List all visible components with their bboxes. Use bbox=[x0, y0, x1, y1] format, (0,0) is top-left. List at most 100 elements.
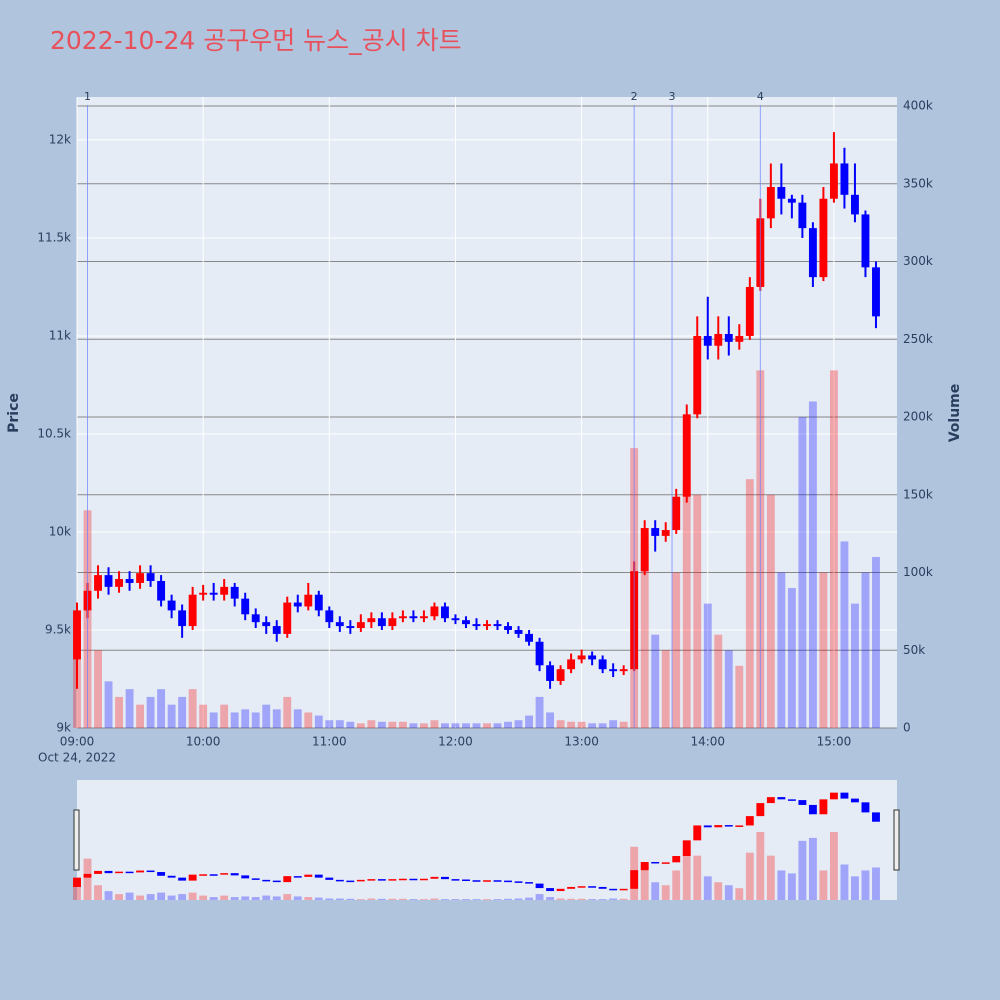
volume-bar bbox=[556, 720, 565, 728]
slider-candle-body bbox=[493, 880, 502, 882]
slider-candle-body bbox=[556, 888, 565, 892]
slider-volume-bar bbox=[556, 898, 565, 900]
volume-bar bbox=[588, 723, 597, 728]
slider-handle[interactable] bbox=[73, 809, 80, 871]
y2-tick-label: 100k bbox=[903, 565, 933, 579]
volume-bar bbox=[535, 696, 544, 728]
slider-candle-body bbox=[535, 883, 544, 889]
slider-volume-bar bbox=[398, 898, 407, 900]
slider-volume-bar bbox=[115, 894, 123, 900]
slider-volume-bar bbox=[777, 870, 786, 900]
candle-body bbox=[314, 594, 323, 611]
slider-candle-body bbox=[829, 792, 838, 800]
slider-candle-body bbox=[735, 825, 744, 827]
candle-body bbox=[724, 333, 733, 342]
candle-body bbox=[588, 655, 597, 660]
slider-volume-bar bbox=[314, 897, 323, 900]
slider-candle-body bbox=[241, 875, 250, 879]
slider-volume-bar bbox=[766, 855, 775, 900]
slider-handle[interactable] bbox=[893, 809, 900, 871]
volume-bar bbox=[766, 494, 775, 728]
candle-body bbox=[598, 659, 607, 670]
slider-volume-bar bbox=[472, 899, 481, 900]
slider-candle-body bbox=[672, 856, 681, 863]
candle-body bbox=[441, 606, 449, 619]
slider-candle-body bbox=[104, 870, 113, 874]
candle-body bbox=[787, 198, 796, 203]
slider-candle-body bbox=[651, 861, 660, 864]
volume-bar bbox=[472, 723, 481, 728]
slider-candle-body bbox=[83, 873, 92, 878]
volume-bar bbox=[314, 715, 323, 728]
candle-body bbox=[241, 598, 250, 615]
slider-volume-bar bbox=[199, 895, 208, 900]
volume-bar bbox=[220, 704, 229, 728]
slider-candle-body bbox=[851, 798, 859, 803]
slider-volume-bar bbox=[462, 899, 470, 900]
volume-bar bbox=[136, 704, 145, 728]
slider-candle-body bbox=[703, 825, 712, 828]
slider-volume-bar bbox=[609, 898, 618, 900]
volume-bar bbox=[356, 723, 365, 728]
volume-bar bbox=[787, 588, 796, 728]
slider-volume-bar bbox=[73, 882, 81, 900]
slider-candle-body bbox=[619, 888, 628, 891]
volume-bar bbox=[504, 721, 512, 728]
y2-tick-label: 200k bbox=[903, 410, 933, 424]
candle-body bbox=[745, 286, 754, 336]
slider-volume-bar bbox=[104, 891, 113, 900]
candle-body bbox=[346, 626, 355, 629]
news-label: 3 bbox=[669, 90, 676, 103]
candle-body bbox=[104, 575, 113, 587]
volume-bar bbox=[262, 704, 271, 728]
slider-volume-bar bbox=[525, 897, 533, 900]
candle-body bbox=[325, 610, 334, 623]
volume-bar bbox=[441, 723, 449, 728]
y2-tick-label: 150k bbox=[903, 487, 933, 501]
candle-body bbox=[157, 580, 166, 601]
volume-bar bbox=[798, 417, 807, 728]
slider-volume-bar bbox=[419, 899, 428, 900]
slider-volume-bar bbox=[304, 897, 313, 900]
slider-volume-bar bbox=[872, 867, 880, 900]
candle-body bbox=[525, 633, 533, 642]
volume-bar bbox=[745, 479, 754, 728]
volume-bar bbox=[483, 723, 491, 728]
y2-tick-label: 300k bbox=[903, 254, 933, 268]
slider-candle-body bbox=[178, 877, 187, 881]
volume-bar bbox=[377, 721, 386, 728]
candle-body bbox=[377, 618, 386, 627]
candle-body bbox=[766, 186, 775, 219]
slider-candle-body bbox=[388, 879, 397, 881]
candle-body bbox=[819, 198, 828, 278]
slider-candle-body bbox=[598, 886, 607, 889]
volume-bar bbox=[609, 720, 618, 728]
slider-volume-bar bbox=[640, 864, 649, 900]
volume-bar bbox=[661, 650, 670, 728]
slider-candle-body bbox=[272, 880, 281, 883]
x-tick-label: 10:00 bbox=[186, 735, 221, 749]
slider-candle-body bbox=[872, 812, 880, 822]
range-slider[interactable] bbox=[77, 780, 897, 900]
slider-volume-bar bbox=[377, 898, 386, 900]
slider-candle-body bbox=[745, 816, 754, 826]
y-tick-label: 10.5k bbox=[37, 426, 71, 440]
candle-body bbox=[283, 602, 292, 634]
slider-candle-body bbox=[567, 886, 576, 889]
volume-bar bbox=[851, 603, 859, 728]
slider-volume-bar bbox=[283, 894, 292, 900]
slider-candle-body bbox=[167, 875, 176, 878]
candle-body bbox=[209, 592, 218, 595]
slider-volume-bar bbox=[619, 898, 628, 900]
news-label: 1 bbox=[84, 90, 91, 103]
slider-candle-body bbox=[356, 879, 365, 882]
candle-body bbox=[262, 622, 271, 627]
slider-candle-body bbox=[808, 804, 817, 815]
candle-body bbox=[472, 624, 481, 627]
slider-volume-bar bbox=[146, 894, 155, 900]
candle-body bbox=[651, 528, 660, 536]
slider-candle-body bbox=[94, 870, 102, 874]
slider-volume-bar bbox=[577, 898, 586, 900]
slider-volume-bar bbox=[430, 898, 439, 900]
slider-volume-bar bbox=[230, 897, 239, 900]
